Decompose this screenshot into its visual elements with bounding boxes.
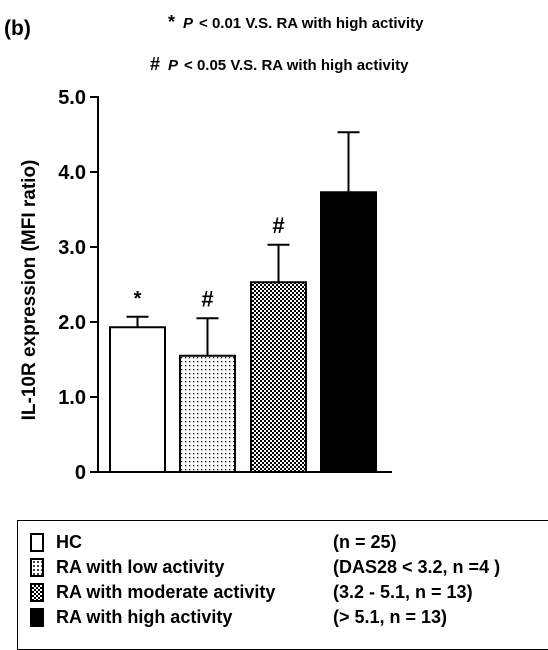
legend-swatch-hc <box>30 532 44 552</box>
y-tick-label: 5.0 <box>58 87 86 109</box>
legend-swatch-high <box>30 607 44 627</box>
annotation-hash: # P < 0.05 V.S. RA with high activity <box>150 54 408 75</box>
bar-3 <box>250 281 307 473</box>
bar-chart: 0 1.0 2.0 3.0 4.0 5.0 * # # <box>58 87 392 484</box>
bar-2 <box>179 354 236 473</box>
annotation-hash-symbol: # <box>150 54 161 74</box>
legend-swatch-moderate <box>30 582 44 602</box>
significance-mark: # <box>201 286 213 311</box>
y-tick-label: 1.0 <box>58 387 86 409</box>
annotation-star-p: P <box>183 15 194 32</box>
legend-label-low: RA with low activity <box>56 556 225 577</box>
y-tick-label: 0 <box>75 462 86 484</box>
legend-note-low: (DAS28 < 3.2, n =4 ) <box>333 556 501 577</box>
annotation-hash-text: < 0.05 V.S. RA with high activity <box>184 57 409 74</box>
legend: HC (n = 25) RA with low activity (DAS28 … <box>17 520 548 650</box>
y-tick-label: 2.0 <box>58 312 86 334</box>
y-tick-label: 4.0 <box>58 162 86 184</box>
significance-mark: # <box>272 213 284 238</box>
y-tick-label: 3.0 <box>58 237 86 259</box>
legend-swatch-low <box>30 557 44 577</box>
annotation-star-text: < 0.01 V.S. RA with high activity <box>199 15 424 32</box>
annotation-star-symbol: * <box>168 12 176 32</box>
legend-note-high: (> 5.1, n = 13) <box>333 606 448 627</box>
annotation-hash-p: P <box>168 57 179 74</box>
bar-4 <box>320 191 377 473</box>
significance-mark: * <box>134 288 142 310</box>
panel-label: (b) <box>4 17 31 40</box>
legend-note-moderate: (3.2 - 5.1, n = 13) <box>333 581 473 602</box>
legend-label-hc: HC <box>56 531 82 552</box>
annotation-star: * P < 0.01 V.S. RA with high activity <box>168 12 423 33</box>
legend-label-moderate: RA with moderate activity <box>56 581 276 602</box>
bar-1 <box>109 326 166 473</box>
legend-label-high: RA with high activity <box>56 606 233 627</box>
legend-note-hc: (n = 25) <box>333 531 397 552</box>
